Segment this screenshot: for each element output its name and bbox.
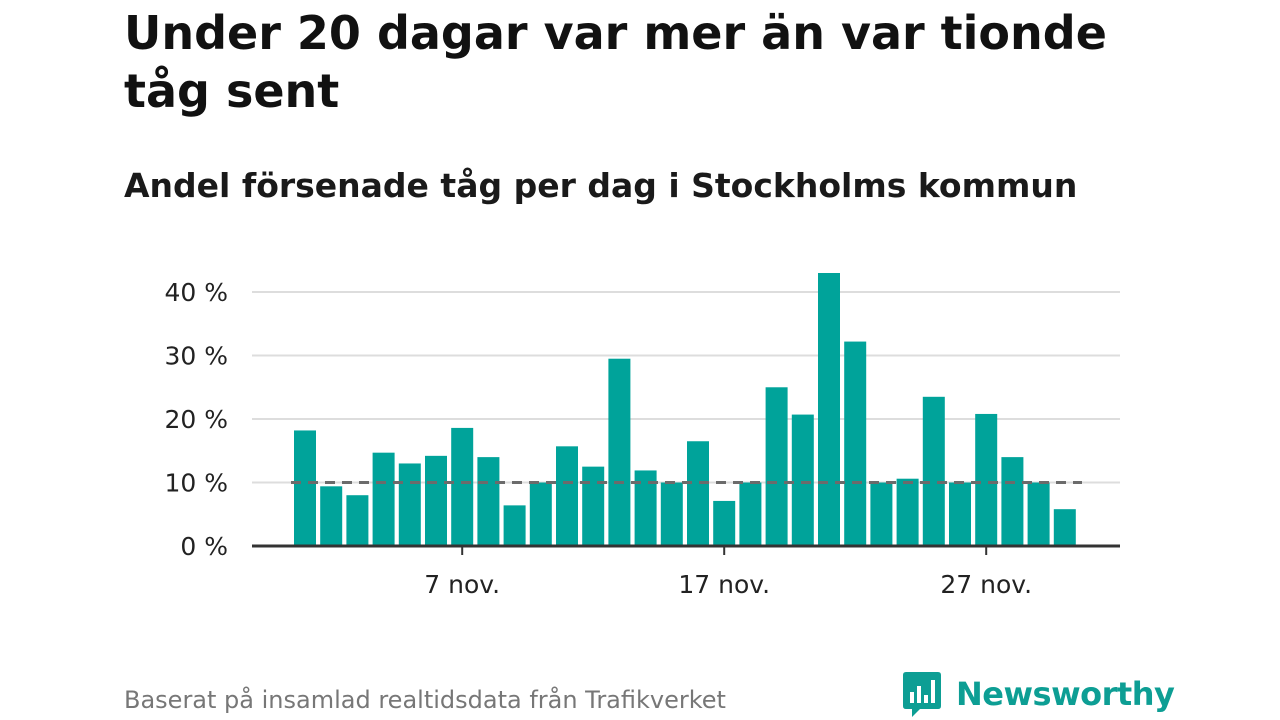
bar <box>1053 509 1076 546</box>
y-tick-label: 30 % <box>164 342 228 371</box>
y-axis-ticks: 0 % 10 % 20 % 30 % 40 % <box>164 278 228 561</box>
bar <box>818 273 840 546</box>
bar <box>949 482 971 546</box>
bar <box>765 387 788 546</box>
bar-chart: 0 % 10 % 20 % 30 % 40 % 7 nov. 17 nov. 27 nov. <box>164 273 1120 599</box>
bar <box>346 495 369 546</box>
bar <box>870 482 893 546</box>
x-tick-label: 7 nov. <box>424 570 500 599</box>
bar <box>294 430 316 546</box>
y-tick-label: 20 % <box>164 405 228 434</box>
bar <box>687 441 709 546</box>
bars <box>294 273 1076 546</box>
bar <box>739 482 762 546</box>
bar <box>477 457 500 546</box>
bar <box>451 427 474 546</box>
chart-subtitle: Andel försenade tåg per dag i Stockholms… <box>124 166 1078 205</box>
bar <box>713 500 736 546</box>
source-note: Baserat på insamlad realtidsdata från Tr… <box>124 686 726 714</box>
y-tick-label: 10 % <box>164 469 228 498</box>
bar <box>922 396 945 546</box>
bar <box>372 452 395 546</box>
bar <box>660 482 683 546</box>
y-tick-label: 40 % <box>164 278 228 307</box>
bar <box>503 505 526 546</box>
bar <box>1027 482 1050 546</box>
logo-text: Newsworthy <box>956 675 1175 713</box>
bar <box>425 455 447 546</box>
bar <box>975 413 998 546</box>
bar <box>529 482 552 546</box>
bar <box>608 358 631 546</box>
y-tick-label: 0 % <box>180 532 228 561</box>
bar <box>320 486 343 546</box>
bar <box>896 478 919 546</box>
bar <box>398 463 421 546</box>
x-axis-ticks: 7 nov. 17 nov. 27 nov. <box>424 546 1032 599</box>
x-tick-label: 17 nov. <box>678 570 770 599</box>
bar-chart-icon <box>903 672 941 717</box>
bar <box>582 466 605 546</box>
bar <box>844 341 867 546</box>
chart-title: Under 20 dagar var mer än var tionde tåg… <box>124 6 1107 118</box>
bar <box>791 414 814 546</box>
bar <box>1001 457 1024 546</box>
bar <box>556 446 578 546</box>
newsworthy-logo: Newsworthy <box>902 670 1175 718</box>
bar <box>634 470 657 546</box>
x-tick-label: 27 nov. <box>940 570 1032 599</box>
